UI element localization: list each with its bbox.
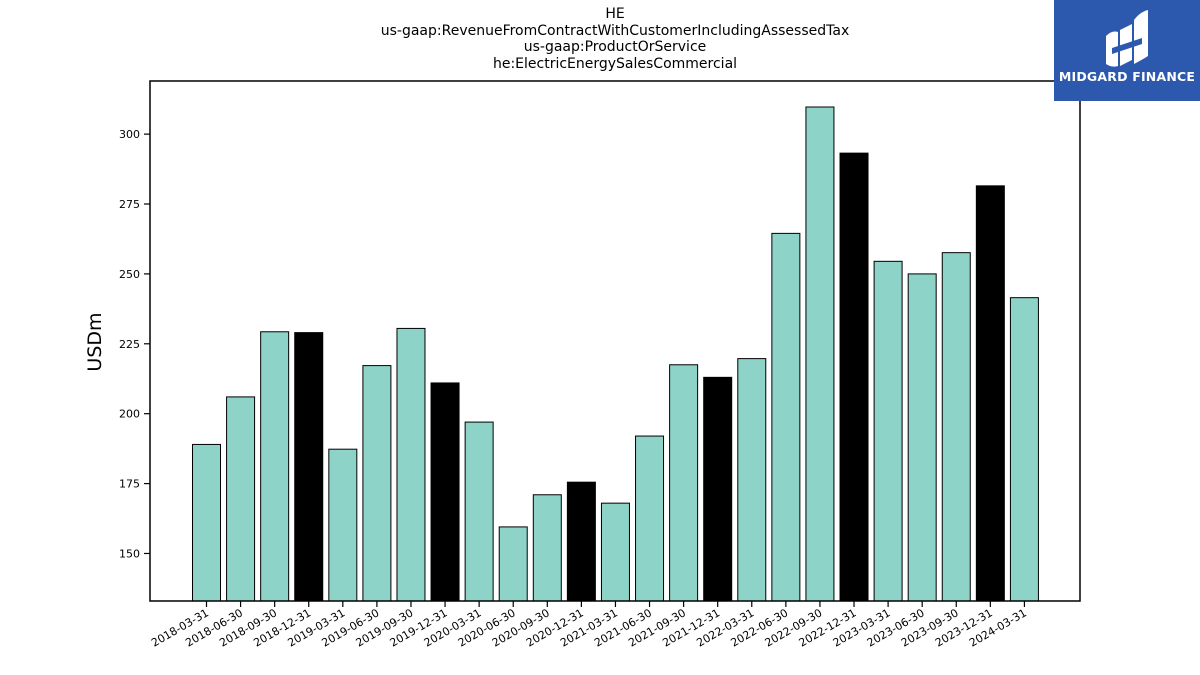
bar-2022-06-30 xyxy=(771,232,801,602)
bar-2018-06-30 xyxy=(226,396,256,602)
bar-2020-12-31 xyxy=(566,481,596,602)
bar-2023-12-31 xyxy=(975,185,1005,602)
y-tick-label-275: 275 xyxy=(119,198,140,211)
midgard-logo-icon xyxy=(1106,10,1148,67)
y-tick-label-175: 175 xyxy=(119,478,140,491)
bar-2024-03-31 xyxy=(1009,297,1039,602)
bar-2018-09-30 xyxy=(260,331,290,602)
title-line-axis: us-gaap:ProductOrService xyxy=(523,39,707,55)
bar-2020-09-30 xyxy=(532,494,562,602)
bar-2023-09-30 xyxy=(941,252,971,602)
bar-2022-09-30 xyxy=(805,106,835,602)
bar-2019-03-31 xyxy=(328,448,358,602)
bar-2019-12-31 xyxy=(430,382,460,602)
bar-2021-12-31 xyxy=(703,376,733,602)
logo-text: MIDGARD FINANCE xyxy=(1058,69,1196,84)
title-line-concept: us-gaap:RevenueFromContractWithCustomerI… xyxy=(380,22,850,39)
midgard-finance-logo: MIDGARD FINANCE xyxy=(1054,0,1200,101)
y-tick-label-150: 150 xyxy=(119,547,140,560)
bar-2018-03-31 xyxy=(192,443,221,602)
bar-2023-03-31 xyxy=(873,260,903,602)
bar-2018-12-31 xyxy=(294,332,324,602)
bar-2022-12-31 xyxy=(839,152,869,602)
y-tick-label-250: 250 xyxy=(119,268,140,281)
bar-2020-06-30 xyxy=(498,526,528,602)
title-line-ticker: HE xyxy=(605,6,625,22)
y-tick-label-300: 300 xyxy=(119,128,140,141)
bar-2023-06-30 xyxy=(907,273,937,602)
bar-2019-06-30 xyxy=(362,365,392,602)
bar-2021-06-30 xyxy=(635,435,665,602)
bar-2021-09-30 xyxy=(669,364,699,602)
chart-title: HE us-gaap:RevenueFromContractWithCustom… xyxy=(150,6,1080,72)
bar-2021-03-31 xyxy=(600,502,630,602)
y-axis-label: USDm xyxy=(84,312,106,371)
y-tick-label-200: 200 xyxy=(119,408,140,421)
bar-2020-03-31 xyxy=(464,421,494,602)
title-line-member: he:ElectricEnergySalesCommercial xyxy=(492,55,738,72)
bar-2022-03-31 xyxy=(737,358,767,602)
bar-2019-09-30 xyxy=(396,327,426,602)
y-tick-label-225: 225 xyxy=(119,338,140,351)
